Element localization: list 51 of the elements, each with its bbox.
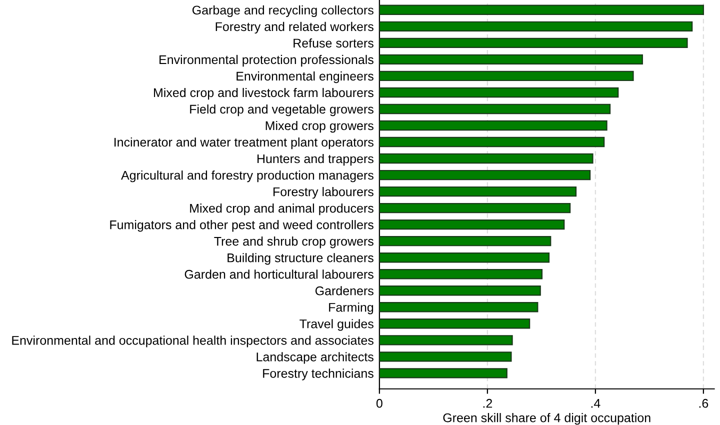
bar	[379, 352, 512, 362]
y-tick-label: Incinerator and water treatment plant operators	[114, 137, 374, 150]
bar	[379, 252, 550, 263]
y-tick-label: Environmental engineers	[236, 71, 374, 84]
bar	[379, 302, 538, 312]
bar	[379, 70, 634, 82]
y-tick-label: Hunters and trappers	[257, 154, 374, 166]
y-tick-label: Building structure cleaners	[228, 253, 374, 265]
x-axis-title: Green skill share of 4 digit occupation	[443, 413, 650, 425]
y-tick-label: Forestry technicians	[263, 368, 374, 380]
x-tick-label: 0	[376, 398, 382, 408]
y-tick-label: Forestry and related workers	[216, 22, 374, 34]
bar	[379, 286, 541, 296]
bar	[379, 219, 565, 230]
y-tick-label: Fumigators and other pest and weed controllers	[110, 220, 374, 232]
bar	[379, 120, 608, 131]
bar	[379, 87, 619, 98]
bar	[379, 335, 513, 346]
bar	[379, 318, 530, 329]
y-tick-label: Garbage and recycling collectors	[192, 5, 374, 18]
y-tick-label: Forestry labourers	[273, 187, 374, 199]
y-tick-label: Mixed crop and animal producers	[190, 204, 374, 216]
y-tick-label: Farming	[329, 302, 374, 314]
bar	[379, 38, 688, 48]
y-tick-label: Refuse sorters	[294, 38, 374, 48]
y-tick-label: Landscape architects	[256, 352, 374, 364]
y-tick-label: Environmental protection professionals	[160, 54, 374, 67]
y-tick-label: Mixed crop and livestock farm labourers	[154, 88, 374, 100]
bar	[379, 21, 693, 32]
y-tick-label: Tree and shrub crop growers	[214, 236, 374, 248]
y-tick-label: Garden and horticultural labourers	[184, 270, 374, 279]
y-tick-label: Field crop and vegetable growers	[190, 104, 374, 116]
bar	[379, 54, 643, 65]
bar	[379, 104, 611, 114]
bar	[379, 236, 552, 246]
x-tick-label: .2	[483, 398, 492, 408]
bar	[379, 269, 543, 280]
bar	[379, 186, 577, 197]
bar	[379, 153, 594, 164]
x-tick-label: .6	[699, 398, 708, 408]
y-tick-label: Travel guides	[300, 319, 374, 331]
x-tick-label: .4	[591, 399, 600, 408]
y-tick-label: Agricultural and forestry production managers	[121, 170, 374, 182]
y-tick-label: Environmental and occupational health inspectors and associates	[12, 336, 374, 348]
y-tick-label: Mixed crop growers	[266, 120, 374, 133]
bar	[379, 202, 571, 214]
bar	[379, 136, 605, 148]
bar	[379, 4, 704, 16]
bar	[379, 170, 591, 180]
y-tick-label: Gardeners	[315, 286, 374, 296]
bar	[379, 368, 508, 378]
